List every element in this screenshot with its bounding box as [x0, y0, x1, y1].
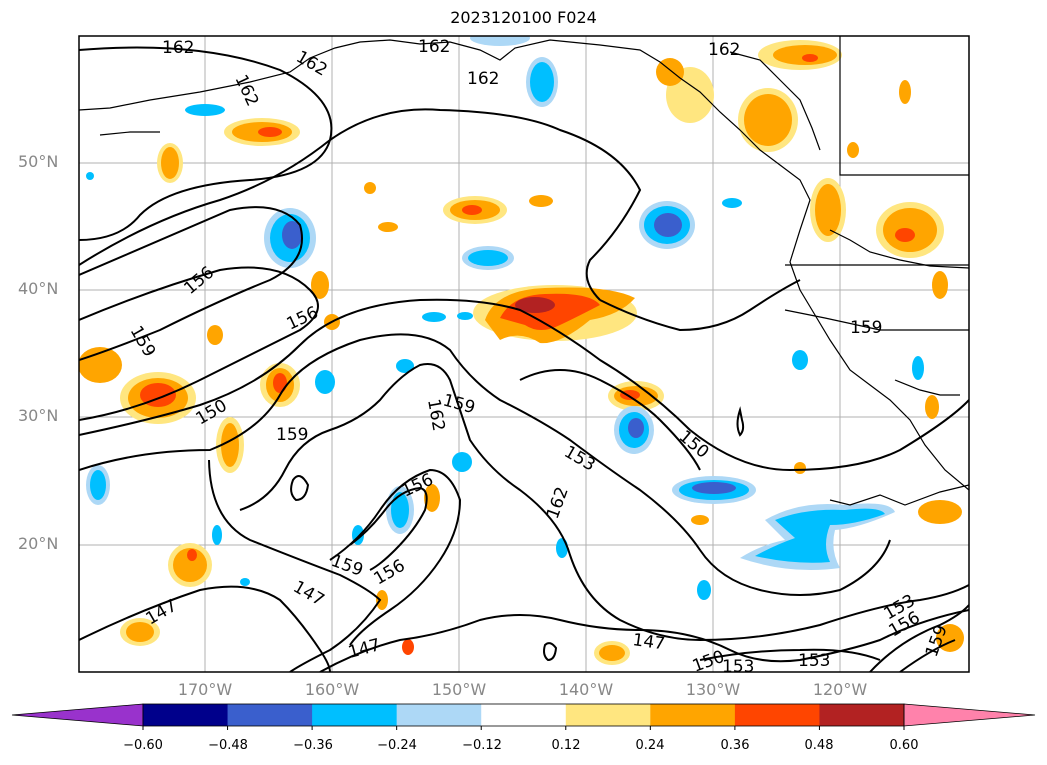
contour-label: 156 — [180, 263, 218, 299]
colorbar-tick: −0.60 — [123, 738, 163, 753]
lon-label-160w: 160°W — [304, 680, 360, 699]
contour-label: 162 — [543, 484, 573, 521]
positive-anomaly-areas — [79, 40, 964, 665]
height-contours — [79, 46, 969, 672]
contour-label: 162 — [708, 40, 740, 60]
colorbar-segment — [312, 704, 398, 726]
contour-label: 147 — [290, 577, 328, 611]
contour-label: 156 — [371, 556, 409, 590]
colorbar-tick: 0.24 — [635, 738, 665, 753]
colorbar-tick: −0.36 — [293, 738, 333, 753]
colorbar-segment — [396, 704, 482, 726]
colorbar-outline — [142, 703, 905, 727]
colorbar-segment — [565, 704, 651, 726]
map-frame — [78, 35, 970, 673]
contour-label: 147 — [346, 635, 383, 663]
colorbar — [11, 703, 1036, 730]
contour-label: 159 — [922, 622, 952, 659]
map-title: 2023120100 F024 — [450, 8, 597, 27]
shaded-anomalies — [79, 36, 964, 665]
lat-label-50n: 50°N — [18, 152, 59, 171]
colorbar-tick: 0.48 — [804, 738, 834, 753]
colorbar-extend-max — [903, 703, 1036, 727]
colorbar-segment — [734, 704, 820, 726]
lon-label-170w: 170°W — [177, 680, 233, 699]
colorbar-segment — [227, 704, 313, 726]
contour-label: 153 — [722, 657, 754, 677]
colorbar-tick: 0.36 — [720, 738, 750, 753]
contour-label: 162 — [418, 37, 450, 57]
gridlines — [79, 36, 969, 672]
contour-label: 150 — [675, 427, 713, 463]
contour-label: 159 — [276, 425, 308, 445]
contour-label: 147 — [631, 630, 666, 654]
colorbar-tick: −0.12 — [462, 738, 502, 753]
contour-label: 162 — [230, 72, 262, 110]
lat-label-30n: 30°N — [18, 406, 59, 425]
contour-label: 153 — [561, 442, 599, 476]
contour-label: 159 — [328, 551, 365, 581]
coastlines — [79, 36, 969, 506]
lat-label-20n: 20°N — [18, 534, 59, 553]
colorbar-segment — [650, 704, 736, 726]
colorbar-segment — [819, 704, 905, 726]
negative-anomaly-areas — [86, 36, 924, 600]
contour-label: 162 — [467, 69, 499, 89]
colorbar-tick: −0.24 — [377, 738, 417, 753]
lat-label-40n: 40°N — [18, 279, 59, 298]
colorbar-tick: 0.12 — [551, 738, 581, 753]
contour-label: 159 — [850, 318, 882, 338]
contour-label: 162 — [162, 38, 194, 58]
contour-label: 153 — [798, 651, 830, 671]
lon-label-120w: 120°W — [812, 680, 868, 699]
colorbar-tick: 0.60 — [889, 738, 919, 753]
colorbar-extend-min — [11, 703, 144, 727]
lon-label-150w: 150°W — [431, 680, 487, 699]
lon-label-140w: 140°W — [558, 680, 614, 699]
lon-label-130w: 130°W — [685, 680, 741, 699]
colorbar-segment — [143, 704, 229, 726]
colorbar-tick: −0.48 — [208, 738, 248, 753]
colorbar-segment — [481, 704, 567, 726]
contour-label: 156 — [284, 303, 322, 335]
